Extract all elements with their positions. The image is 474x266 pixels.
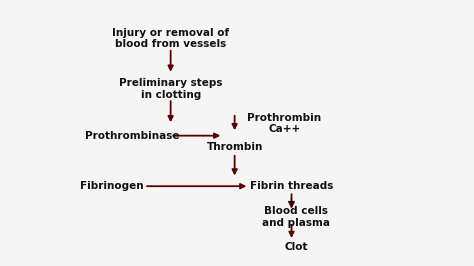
Text: Prothrombinase: Prothrombinase (85, 131, 180, 141)
Text: Fibrin threads: Fibrin threads (250, 181, 333, 191)
Text: Clot: Clot (284, 242, 308, 252)
Text: Fibrinogen: Fibrinogen (80, 181, 143, 191)
Text: Preliminary steps
in clotting: Preliminary steps in clotting (119, 78, 222, 100)
Text: Injury or removal of
blood from vessels: Injury or removal of blood from vessels (112, 28, 229, 49)
Text: +: + (287, 197, 296, 207)
Text: Prothrombin
Ca++: Prothrombin Ca++ (247, 113, 321, 135)
Text: Thrombin: Thrombin (207, 142, 263, 152)
Text: Blood cells
and plasma: Blood cells and plasma (262, 206, 330, 228)
